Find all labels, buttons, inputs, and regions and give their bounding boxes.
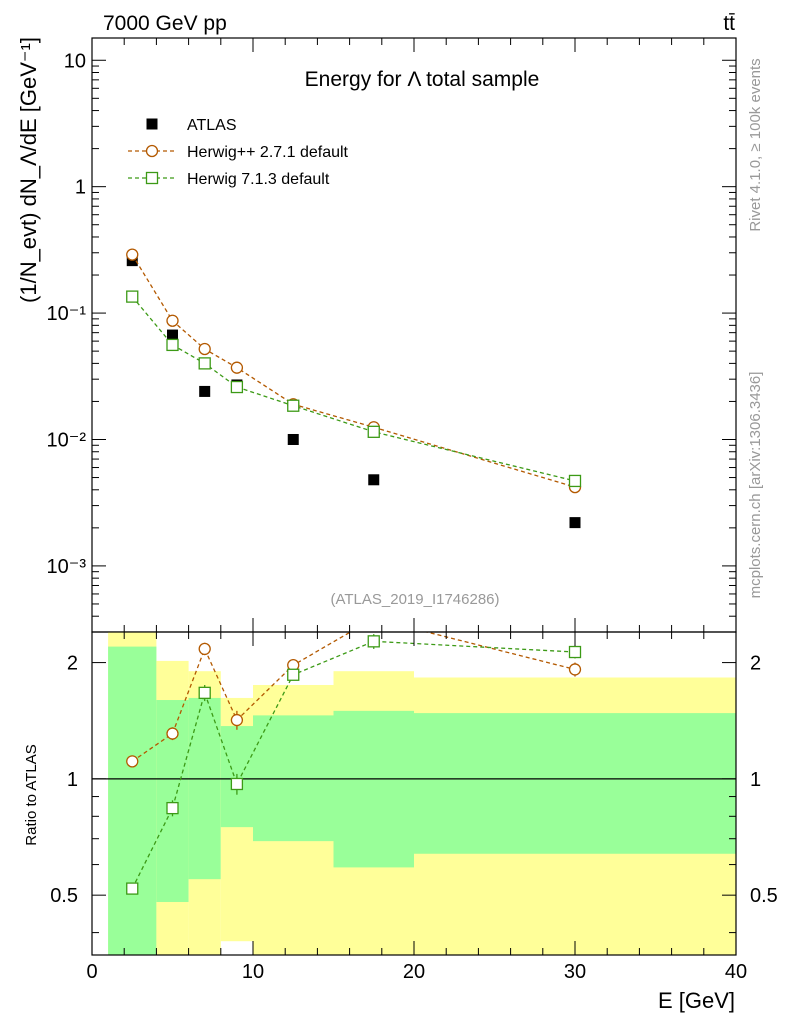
legend-entry-label: ATLAS (187, 117, 237, 134)
x-tick-label: 10 (242, 961, 264, 983)
main-data-point (198, 342, 211, 356)
ratio-panel: 0.5 0.51 12 20 10 20 30 40 Ratio to ATLAS E [Ge… (23, 613, 778, 1013)
x-axis-label: E [GeV] (658, 988, 735, 1013)
ratio-y-tick-label-right: 2 (750, 653, 761, 675)
main-data-point (368, 474, 380, 486)
x-tick-label: 0 (86, 961, 97, 983)
main-y-tick-label: 10⁻³ (47, 556, 87, 578)
main-y-tick-label: 10⁻² (47, 429, 87, 451)
legend-entry-label: Herwig++ 2.7.1 default (187, 144, 349, 161)
x-tick-label: 40 (725, 961, 747, 983)
ratio-band-green (188, 697, 221, 880)
ratio-y-tick-label-right: 0.5 (750, 885, 778, 907)
ratio-y-tick-label: 2 (67, 653, 78, 675)
legend-marker (145, 171, 159, 185)
legend-marker (145, 144, 159, 158)
main-series-line (131, 254, 576, 488)
ratio-band-green (333, 710, 414, 868)
ratio-data-point (230, 713, 244, 727)
main-data-point (569, 517, 581, 529)
main-data-point (287, 399, 300, 412)
ratio-y-axis-label: Ratio to ATLAS (23, 744, 40, 845)
main-y-tick-label: 1 (75, 177, 86, 199)
ratio-data-point (198, 686, 211, 699)
ratio-data-point (287, 668, 300, 681)
main-data-point (230, 380, 244, 394)
ratio-y-tick-label: 1 (67, 769, 78, 791)
ratio-y-tick-label: 0.5 (50, 885, 78, 907)
ratio-band-green (414, 713, 736, 854)
ratio-data-point (126, 755, 139, 768)
main-data-point (230, 361, 244, 374)
legend-marker (146, 118, 158, 130)
x-tick-label: 20 (403, 961, 425, 983)
main-y-tick-label: 10 (64, 50, 86, 72)
main-data-point (166, 338, 179, 352)
main-panel: Energy for Λ total sample (ATLAS_2019_I1… (16, 37, 737, 633)
main-data-point (568, 474, 582, 488)
main-data-point (199, 385, 211, 397)
process-label: tt̄ (723, 12, 735, 35)
ratio-band-green (253, 715, 334, 842)
ratio-y-tick-label-right: 1 (750, 769, 761, 791)
main-data-point (166, 314, 179, 327)
main-data-point (287, 433, 299, 445)
ratio-data-point (166, 801, 179, 815)
rivet-version-label: Rivet 4.1.0, ≥ 100k events (747, 58, 764, 231)
main-y-tick-label: 10⁻¹ (47, 303, 87, 325)
analysis-label: (ATLAS_2019_I1746286) (330, 591, 499, 608)
main-series-line (131, 296, 576, 482)
main-y-axis-label: (1/N_evt) dN_Λ/dE [GeV⁻¹] (16, 37, 41, 303)
main-data-point (126, 290, 139, 303)
legend-entry-label: Herwig 7.1.3 default (187, 171, 330, 188)
mcplots-label: mcplots.cern.ch [arXiv:1306.3436] (747, 372, 764, 599)
collision-energy-label: 7000 GeV pp (103, 12, 227, 35)
chart-title: Energy for Λ total sample (305, 68, 540, 91)
ratio-data-point (367, 635, 380, 648)
x-tick-label: 30 (564, 961, 586, 983)
main-data-point (367, 425, 380, 438)
main-data-point (167, 329, 178, 341)
legend: ATLAS Herwig++ 2.7.1 default Herwig 7.1.3 … (128, 117, 349, 188)
ratio-data-point (230, 777, 244, 791)
main-data-point (198, 357, 211, 370)
ratio-band-green (108, 646, 157, 955)
ratio-data-point (166, 727, 179, 740)
ratio-plot-frame (91, 631, 737, 956)
ratio-data-point (198, 642, 211, 656)
ratio-data-point (126, 882, 139, 895)
ratio-data-point (368, 613, 379, 624)
main-data-point (126, 248, 139, 261)
ratio-data-point (568, 645, 582, 659)
ratio-data-point (568, 663, 582, 676)
